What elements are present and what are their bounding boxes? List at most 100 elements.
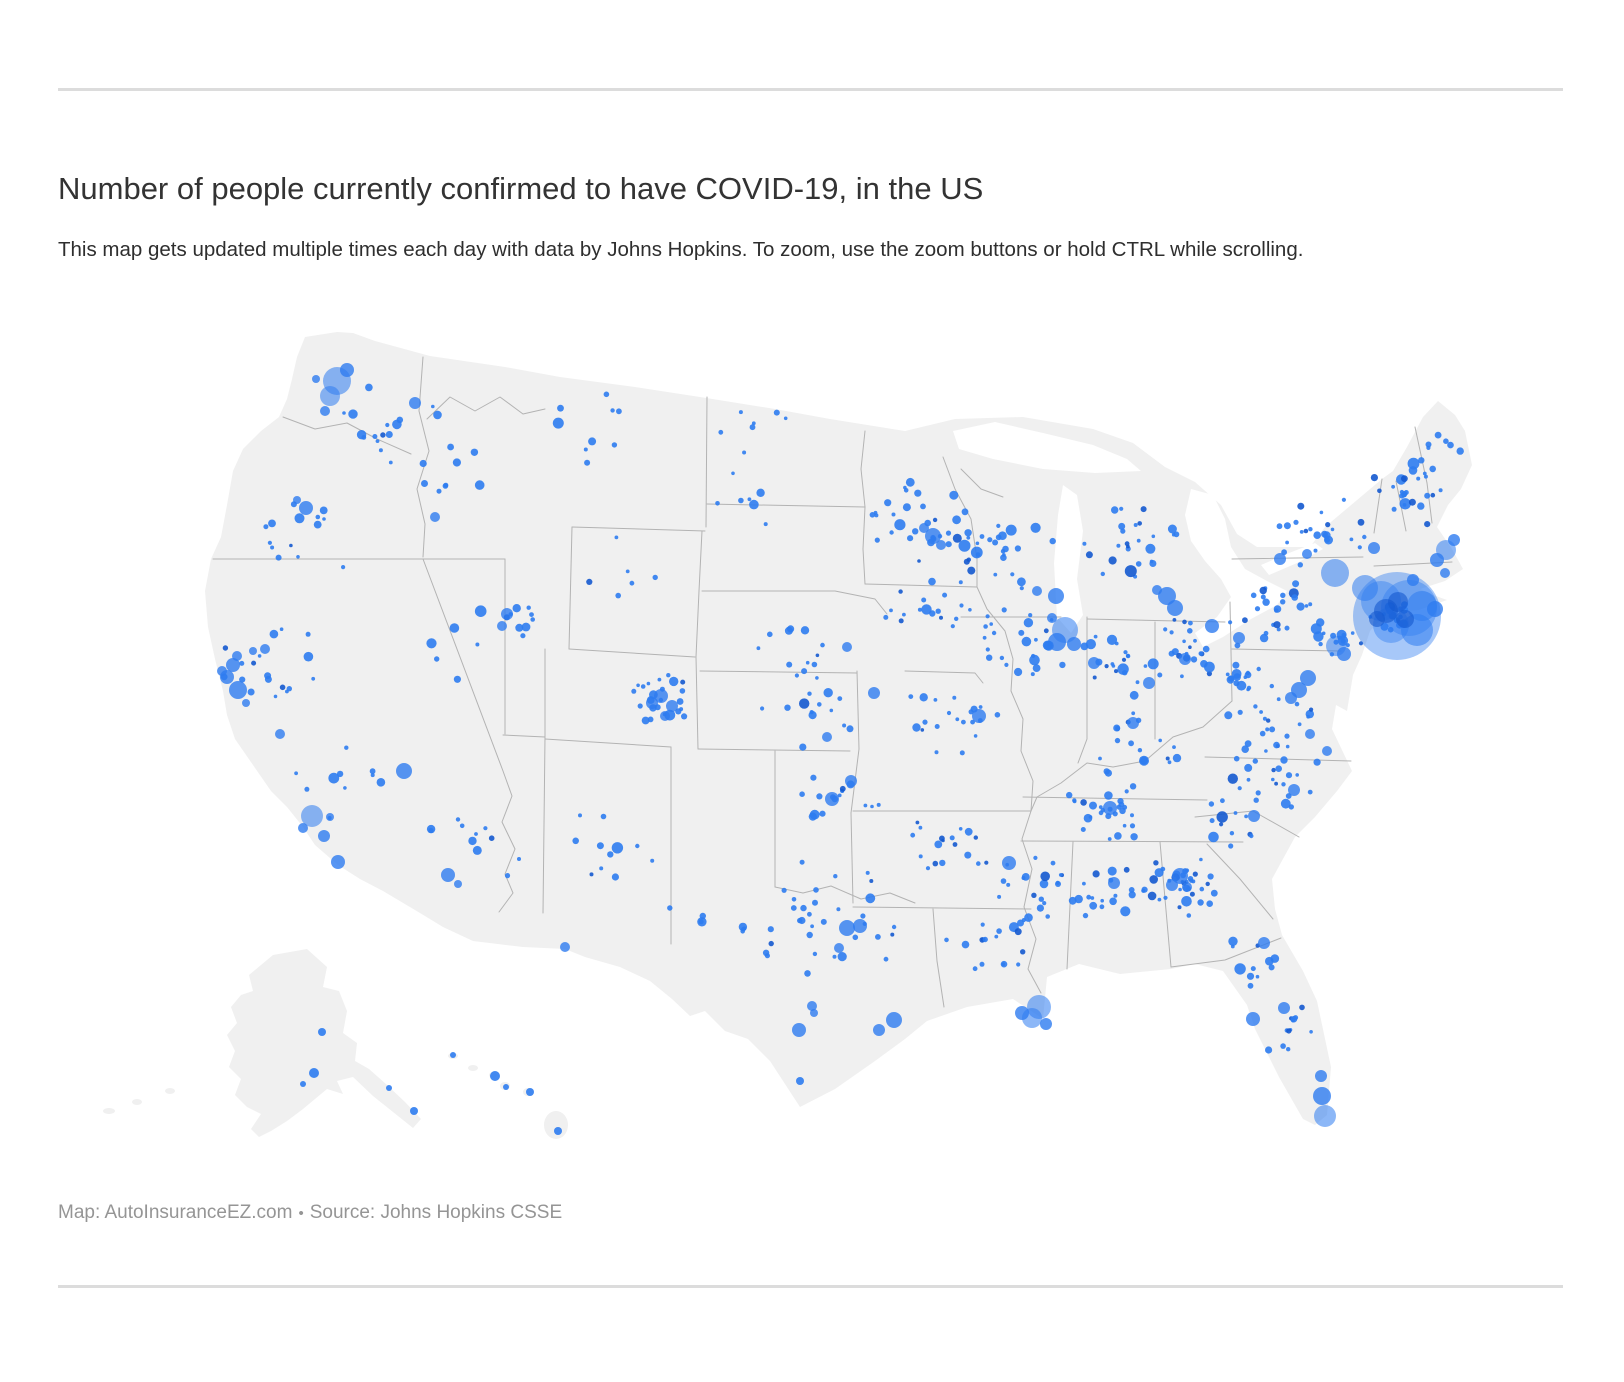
case-bubble: [666, 700, 678, 712]
bottom-divider: [58, 1285, 1563, 1288]
case-bubble: [839, 920, 855, 936]
case-bubble: [936, 540, 946, 550]
case-bubble: [822, 732, 832, 742]
case-bubble: [1368, 542, 1380, 554]
alaska-landmass: [227, 949, 421, 1137]
case-bubble: [299, 501, 313, 515]
case-bubble: [1127, 717, 1139, 729]
us-bubble-map[interactable]: [75, 318, 1490, 1150]
case-bubble: [646, 697, 658, 709]
case-bubble: [232, 651, 242, 661]
case-bubble: [340, 363, 354, 377]
case-bubble: [1048, 633, 1066, 651]
case-bubble: [441, 868, 455, 882]
case-bubble: [1182, 882, 1192, 892]
case-bubble: [1088, 657, 1100, 669]
case-bubble: [1278, 1002, 1290, 1014]
case-bubble: [845, 775, 857, 787]
case-bubble: [1248, 810, 1260, 822]
case-bubble: [1158, 587, 1176, 605]
case-bubble: [1172, 868, 1188, 884]
case-bubble: [1313, 1087, 1331, 1105]
case-bubble: [919, 523, 929, 533]
case-bubble: [1285, 692, 1297, 704]
case-bubble: [1233, 632, 1245, 644]
case-bubble: [853, 919, 867, 933]
case-bubble: [320, 406, 330, 416]
case-bubble: [331, 855, 345, 869]
case-bubble: [454, 880, 462, 888]
case-bubble: [1067, 637, 1081, 651]
attribution: Map: AutoInsuranceEZ.com • Source: Johns H…: [58, 1202, 1458, 1224]
case-bubble: [807, 1001, 817, 1011]
case-bubble: [1032, 586, 1042, 596]
case-bubble: [873, 1024, 885, 1036]
case-bubble: [1040, 1018, 1052, 1030]
case-bubble: [925, 528, 941, 544]
case-bubble: [320, 386, 340, 406]
case-bubble: [654, 689, 668, 703]
case-bubble: [312, 375, 320, 383]
case-bubble: [1314, 1105, 1336, 1127]
page-title: Number of people currently confirmed to …: [58, 170, 984, 206]
case-bubble: [1321, 559, 1349, 587]
case-bubble: [1108, 877, 1120, 889]
case-bubble: [1427, 601, 1443, 617]
map-subtitle: This map gets updated multiple times eac…: [58, 237, 1304, 261]
case-bubble: [226, 658, 240, 672]
case-bubble: [229, 681, 247, 699]
case-bubble: [501, 608, 513, 620]
case-bubble: [886, 1012, 902, 1028]
case-bubble: [1015, 1006, 1029, 1020]
credit-separator-icon: •: [298, 1205, 304, 1222]
us-bubble-map-svg[interactable]: [75, 318, 1490, 1150]
case-bubble: [1274, 553, 1286, 565]
case-bubble: [1407, 574, 1419, 586]
case-bubble: [868, 687, 880, 699]
case-bubble: [1246, 1012, 1260, 1026]
case-bubble: [1440, 568, 1450, 578]
case-bubble: [834, 943, 844, 953]
case-bubble: [293, 496, 301, 504]
case-bubble: [1302, 549, 1312, 559]
case-bubble: [298, 823, 308, 833]
case-bubble: [275, 729, 285, 739]
case-bubble: [242, 699, 250, 707]
case-bubble: [497, 621, 507, 631]
lower48-landmass: [205, 332, 1472, 1125]
case-bubble: [1179, 653, 1191, 665]
case-bubble: [660, 711, 670, 721]
case-bubble: [972, 709, 986, 723]
case-bubble: [1288, 784, 1300, 796]
case-bubble: [1448, 534, 1460, 546]
case-bubble: [1430, 553, 1444, 567]
case-bubble: [1315, 1070, 1327, 1082]
case-bubble: [1047, 613, 1057, 623]
case-bubble: [409, 397, 421, 409]
case-bubble: [1143, 677, 1155, 689]
case-bubble: [326, 813, 334, 821]
case-bubble: [217, 666, 227, 676]
case-bubble: [1152, 585, 1162, 595]
source-credit: Source: Johns Hopkins CSSE: [309, 1202, 563, 1223]
case-bubble: [1305, 729, 1315, 739]
case-bubble: [1322, 746, 1332, 756]
case-bubble: [1103, 801, 1117, 815]
case-bubble: [1369, 611, 1385, 627]
case-bubble: [260, 644, 270, 654]
case-bubble: [560, 942, 570, 952]
case-bubble: [318, 830, 330, 842]
map-credit: Map: AutoInsuranceEZ.com: [58, 1202, 293, 1223]
case-bubble: [1396, 610, 1414, 628]
case-bubble: [1166, 879, 1178, 891]
case-bubble: [1205, 619, 1219, 633]
case-bubble: [825, 792, 839, 806]
case-bubble: [1337, 647, 1351, 661]
case-bubble: [1048, 588, 1064, 604]
case-bubble: [1258, 937, 1270, 949]
top-divider: [58, 88, 1563, 91]
case-bubble: [396, 763, 412, 779]
case-bubble: [810, 1009, 818, 1017]
case-bubble: [1002, 856, 1016, 870]
